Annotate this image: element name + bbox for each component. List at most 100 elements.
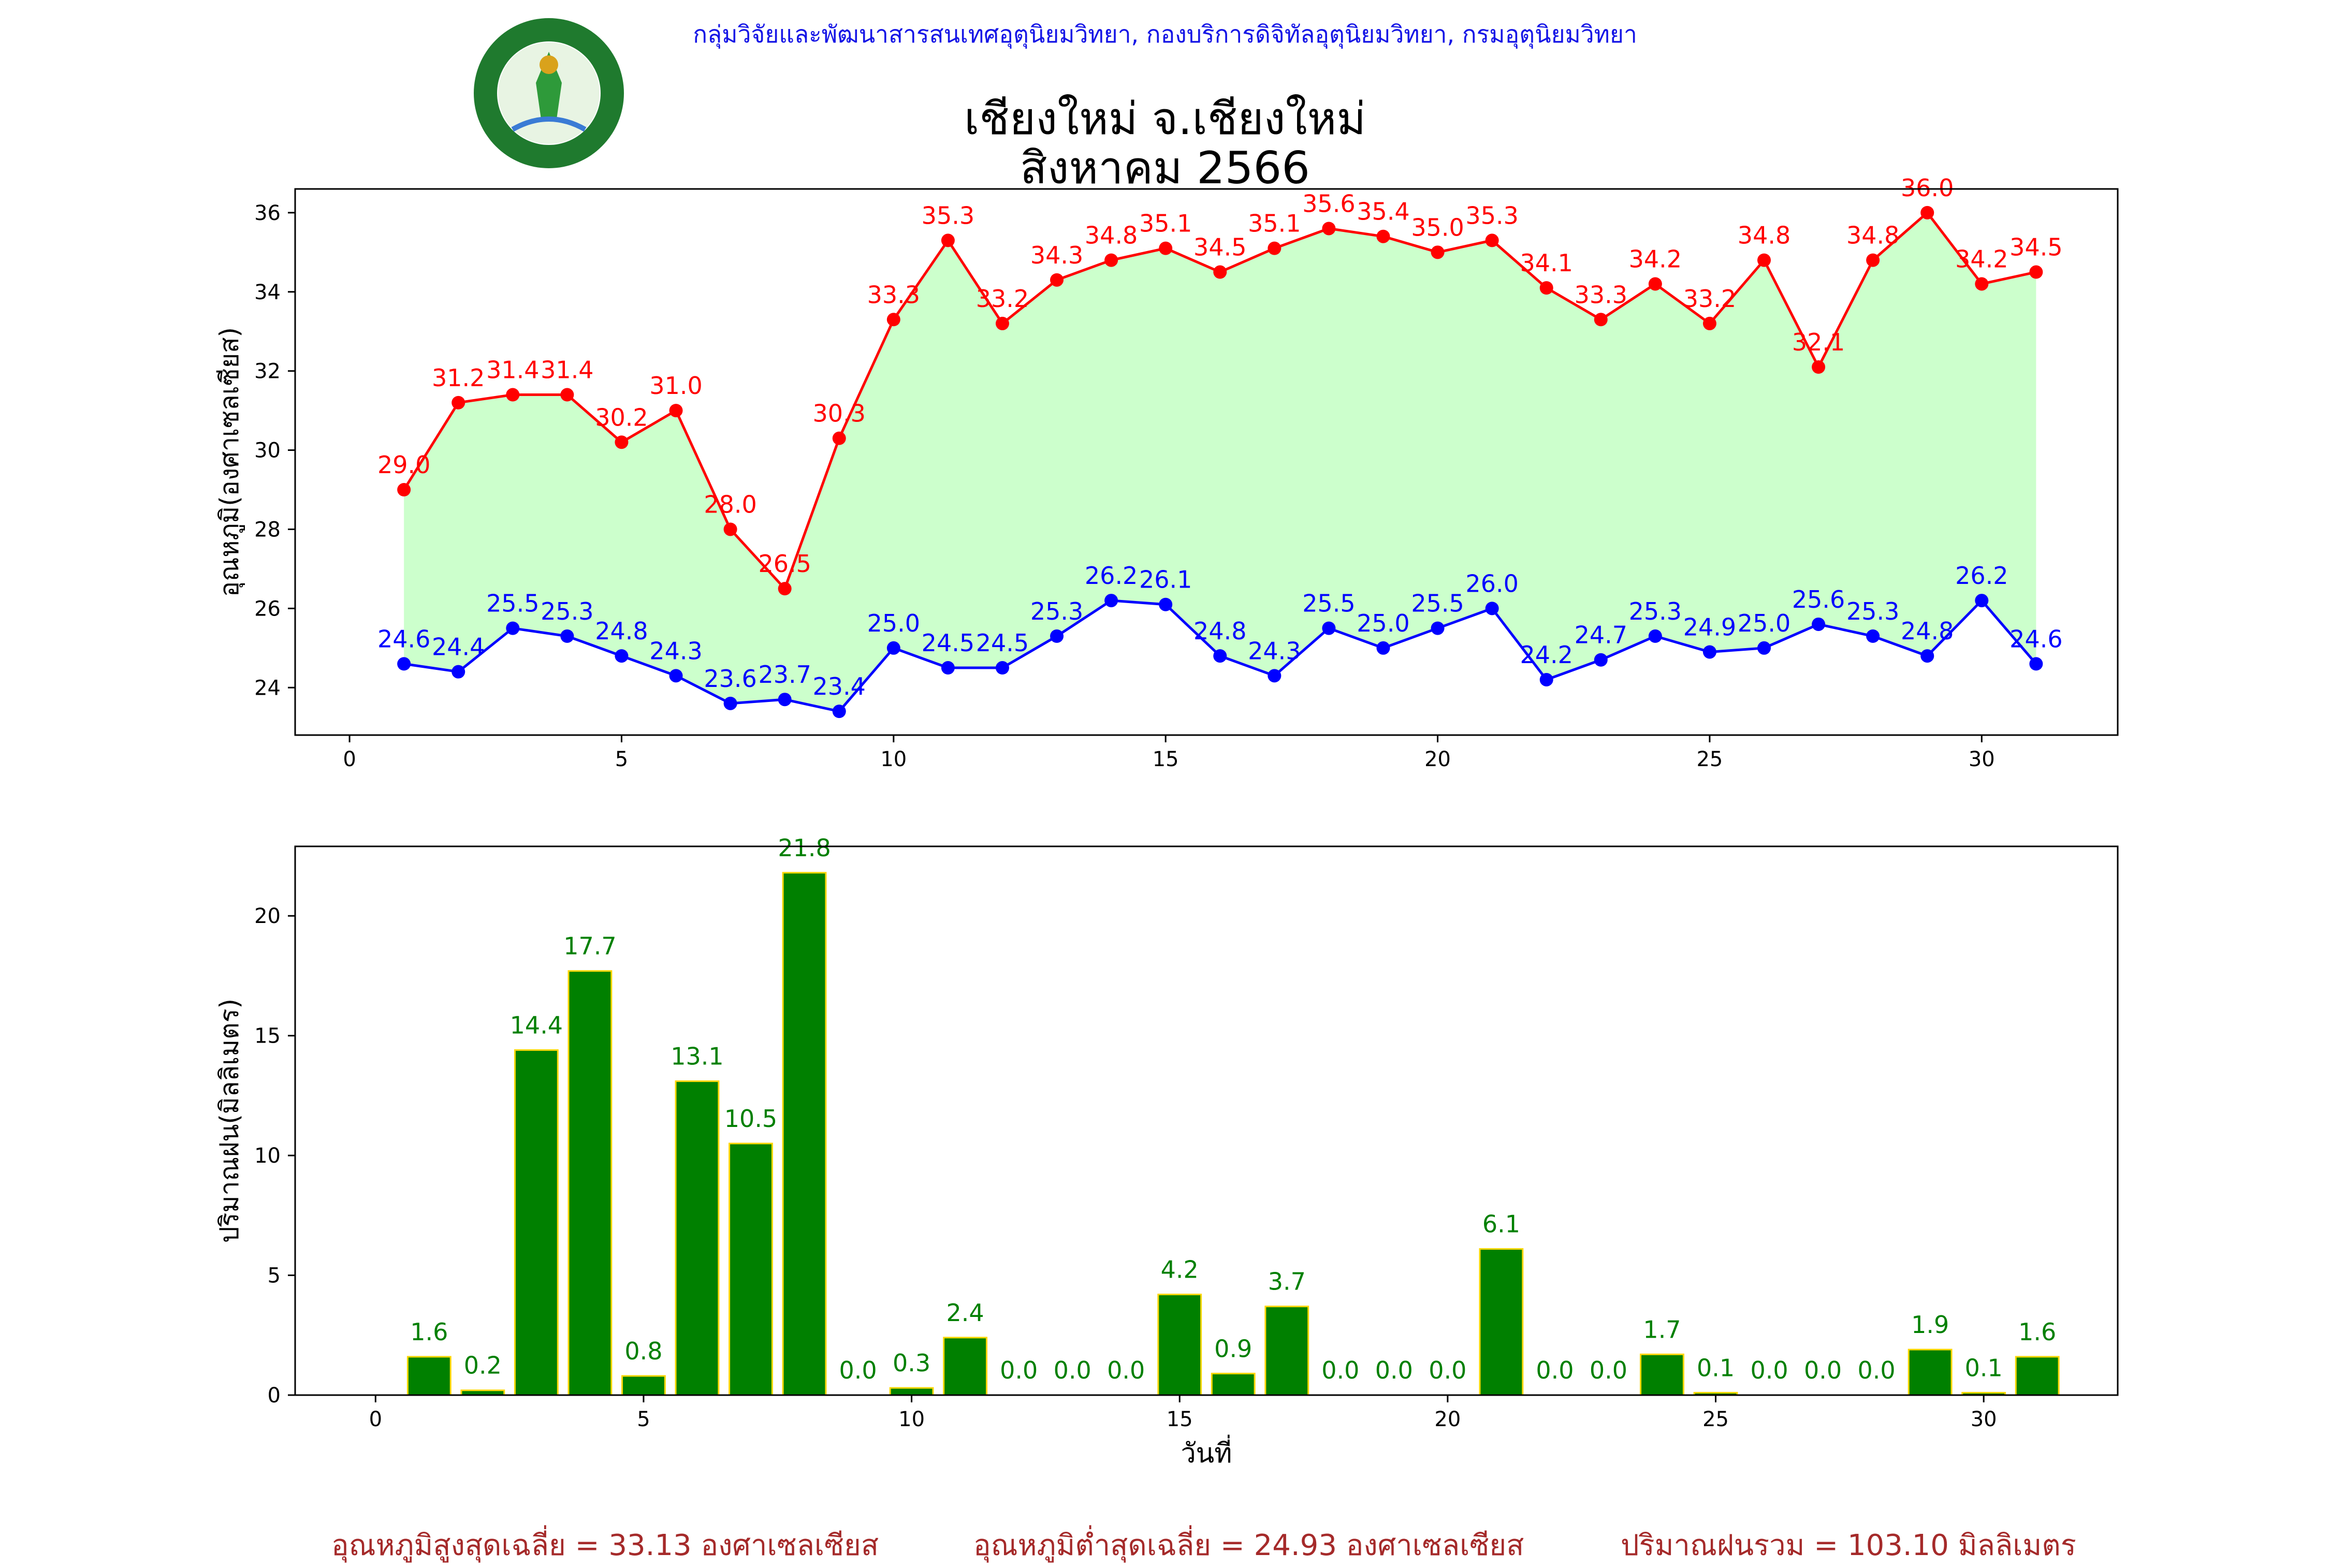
min-temp-label: 25.3 — [1846, 597, 1899, 625]
chart-title-period: สิงหาคม 2566 — [1020, 142, 1310, 194]
min-temp-label: 24.5 — [922, 629, 974, 657]
rain-bar-label: 0.0 — [1375, 1356, 1413, 1384]
rain-bar-label: 0.0 — [1000, 1356, 1038, 1384]
max-temp-label: 35.4 — [1357, 198, 1409, 226]
rain-bar-label: 0.0 — [1054, 1356, 1091, 1384]
min-temp-point — [778, 693, 792, 707]
max-temp-point — [1376, 229, 1390, 243]
max-temp-point — [1812, 360, 1826, 374]
max-temp-point — [1213, 265, 1227, 279]
temp-y-axis-label: อุณหภูมิ(องศาเซลเซียส) — [214, 327, 245, 597]
min-temp-label: 26.0 — [1465, 569, 1518, 597]
avg-max-temp: อุณหภูมิสูงสุดเฉลี่ย = 33.13 องศาเซลเซีย… — [331, 1529, 879, 1562]
max-temp-point — [560, 388, 574, 402]
min-temp-point — [1159, 597, 1173, 611]
rain-bar-label: 0.0 — [1858, 1356, 1896, 1384]
min-temp-label: 24.9 — [1683, 613, 1736, 641]
max-temp-label: 34.8 — [1846, 222, 1899, 250]
min-temp-label: 24.6 — [377, 625, 430, 653]
temp-y-tick-label: 24 — [254, 676, 281, 700]
max-temp-label: 31.4 — [486, 356, 539, 384]
max-temp-point — [1539, 281, 1553, 295]
rain-x-tick-label: 10 — [898, 1408, 925, 1431]
max-temp-label: 31.2 — [432, 364, 485, 392]
rain-y-tick-label: 20 — [254, 904, 281, 928]
rain-bar — [567, 970, 613, 1396]
rain-bar — [729, 1142, 773, 1396]
rain-bar-label: 0.2 — [464, 1352, 502, 1380]
logo-crown — [540, 55, 558, 74]
min-temp-point — [1648, 629, 1662, 643]
max-temp-label: 31.0 — [649, 372, 702, 400]
temp-x-tick-label: 30 — [1969, 748, 1995, 771]
min-temp-point — [941, 661, 955, 675]
rain-bar-label: 0.3 — [893, 1349, 930, 1377]
max-temp-point — [1268, 241, 1282, 255]
max-temp-point — [1975, 277, 1989, 291]
min-temp-point — [1322, 621, 1336, 635]
rain-bar-label: 4.2 — [1161, 1256, 1199, 1284]
rain-bar-label: 2.4 — [946, 1299, 984, 1327]
min-temp-label: 24.3 — [1248, 637, 1301, 665]
max-temp-label: 34.5 — [2009, 233, 2062, 261]
avg-min-temp: อุณหภูมิต่ำสุดเฉลี่ย = 24.93 องศาเซลเซีย… — [973, 1529, 1524, 1562]
rain-x-tick-label: 5 — [637, 1408, 650, 1431]
max-temp-point — [506, 388, 520, 402]
rain-bar-label: 13.1 — [671, 1043, 723, 1071]
rain-bar-label: 1.6 — [410, 1318, 448, 1346]
max-temp-point — [1050, 273, 1064, 287]
min-temp-label: 25.0 — [867, 609, 920, 637]
rain-bar-label: 6.1 — [1482, 1210, 1520, 1238]
max-temp-label: 29.0 — [377, 451, 430, 479]
rain-bar-label: 0.1 — [1697, 1354, 1735, 1382]
temp-y-tick-label: 28 — [254, 518, 281, 541]
max-temp-label: 33.2 — [1683, 285, 1736, 313]
header-credit: กลุ่มวิจัยและพัฒนาสารสนเทศอุตุนิยมวิทยา,… — [693, 20, 1637, 48]
min-temp-point — [886, 641, 900, 655]
max-temp-label: 36.0 — [1901, 174, 1954, 202]
min-temp-point — [1376, 641, 1390, 655]
max-temp-label: 33.2 — [976, 285, 1029, 313]
rain-x-tick-label: 0 — [369, 1408, 382, 1431]
rain-bar — [1907, 1349, 1953, 1396]
temp-x-tick-label: 10 — [880, 748, 907, 771]
min-temp-label: 24.8 — [1901, 617, 1954, 645]
max-temp-point — [452, 395, 465, 409]
min-temp-label: 23.6 — [704, 665, 756, 693]
min-temp-label: 23.4 — [813, 672, 866, 700]
rain-bar-label: 0.9 — [1214, 1335, 1252, 1362]
max-temp-label: 35.0 — [1411, 213, 1464, 241]
min-temp-label: 24.5 — [976, 629, 1029, 657]
rain-bar — [675, 1080, 720, 1396]
rain-bar-label: 17.7 — [563, 932, 616, 960]
rain-bar-label: 0.0 — [1804, 1356, 1842, 1384]
min-temp-label: 24.4 — [432, 633, 485, 661]
min-temp-label: 24.8 — [1193, 617, 1246, 645]
temp-y-tick-label: 36 — [254, 201, 281, 225]
max-temp-label: 34.1 — [1520, 249, 1573, 277]
temp-x-tick-label: 20 — [1424, 748, 1451, 771]
max-temp-point — [397, 483, 411, 497]
rain-bar — [782, 872, 827, 1396]
max-temp-point — [1159, 241, 1173, 255]
min-temp-point — [1539, 672, 1553, 686]
rain-bar-label: 0.0 — [1429, 1356, 1466, 1384]
min-temp-label: 25.0 — [1357, 609, 1409, 637]
min-temp-label: 25.0 — [1738, 609, 1790, 637]
max-temp-point — [2029, 265, 2043, 279]
max-temp-point — [778, 582, 792, 596]
max-temp-label: 34.2 — [1629, 245, 1682, 273]
min-temp-label: 24.3 — [649, 637, 702, 665]
min-temp-label: 24.6 — [2009, 625, 2062, 653]
max-temp-label: 32.1 — [1792, 328, 1845, 356]
max-temp-point — [995, 316, 1009, 330]
rain-bar — [406, 1356, 452, 1396]
rain-bar-label: 0.0 — [1321, 1356, 1359, 1384]
min-temp-point — [1213, 649, 1227, 663]
max-temp-label: 35.6 — [1302, 189, 1355, 217]
rain-x-tick-label: 30 — [1971, 1408, 1997, 1431]
rain-bar — [1264, 1306, 1309, 1396]
rain-x-tick-label: 20 — [1434, 1408, 1461, 1431]
rain-bar-label: 1.7 — [1643, 1315, 1681, 1343]
